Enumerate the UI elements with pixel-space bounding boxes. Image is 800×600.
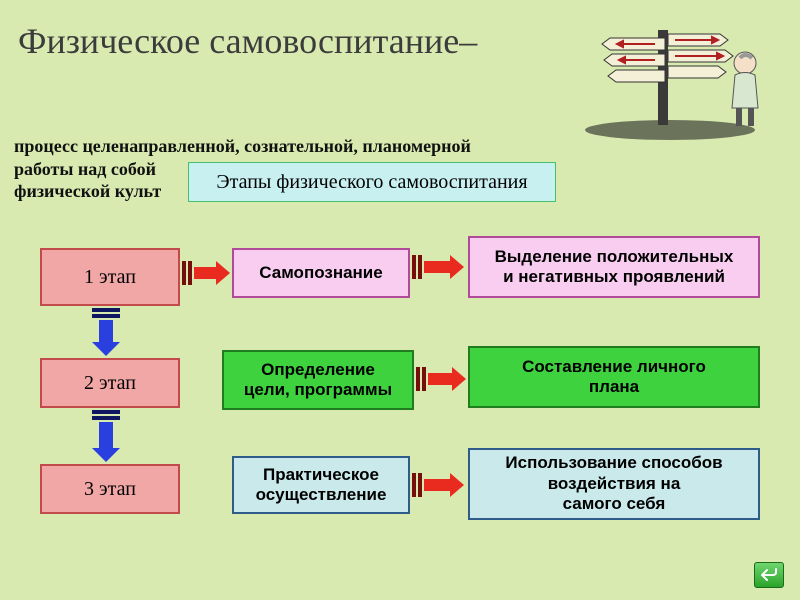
arrow-right (416, 370, 466, 388)
box-text-line: Использование способов (505, 453, 722, 473)
stage-3-box: 3 этап (40, 464, 180, 514)
box-text-line: воздействия на (548, 474, 681, 494)
return-icon (760, 568, 778, 582)
stages-header-box: Этапы физического самовоспитания (188, 162, 556, 202)
box-text-line: осуществление (256, 485, 387, 505)
self-cognition-box: Самопознание (232, 248, 410, 298)
page-title: Физическое самовоспитание– (18, 20, 477, 62)
signpost-illustration (580, 20, 780, 140)
arrow-right (412, 476, 464, 494)
box-text-line: Самопознание (259, 263, 382, 283)
arrow-down (94, 410, 118, 462)
box-text-line: 2 этап (84, 371, 136, 395)
box-text-line: Составление личного (522, 357, 706, 377)
goal-definition-box: Определениецели, программы (222, 350, 414, 410)
highlight-manifestations-box: Выделение положительныхи негативных проя… (468, 236, 760, 298)
return-button[interactable] (754, 562, 784, 588)
subtitle-line: процесс целенаправленной, сознательной, … (14, 135, 471, 158)
arrow-right (412, 258, 464, 276)
box-text-line: плана (589, 377, 639, 397)
box-text-line: Практическое (263, 465, 379, 485)
stage-2-box: 2 этап (40, 358, 180, 408)
arrow-right (182, 264, 230, 282)
stage-1-box: 1 этап (40, 248, 180, 306)
box-text-line: 3 этап (84, 477, 136, 501)
box-text-line: 1 этап (84, 265, 136, 289)
box-text-line: Выделение положительных (495, 247, 734, 267)
box-text-line: и негативных проявлений (503, 267, 725, 287)
box-text-line: самого себя (563, 494, 666, 514)
box-text-line: Определение (261, 360, 375, 380)
personal-plan-box: Составление личногоплана (468, 346, 760, 408)
self-influence-box: Использование способоввоздействия насамо… (468, 448, 760, 520)
stages-header-text: Этапы физического самовоспитания (216, 171, 527, 194)
arrow-down (94, 308, 118, 356)
practical-implementation-box: Практическоеосуществление (232, 456, 410, 514)
box-text-line: цели, программы (244, 380, 392, 400)
